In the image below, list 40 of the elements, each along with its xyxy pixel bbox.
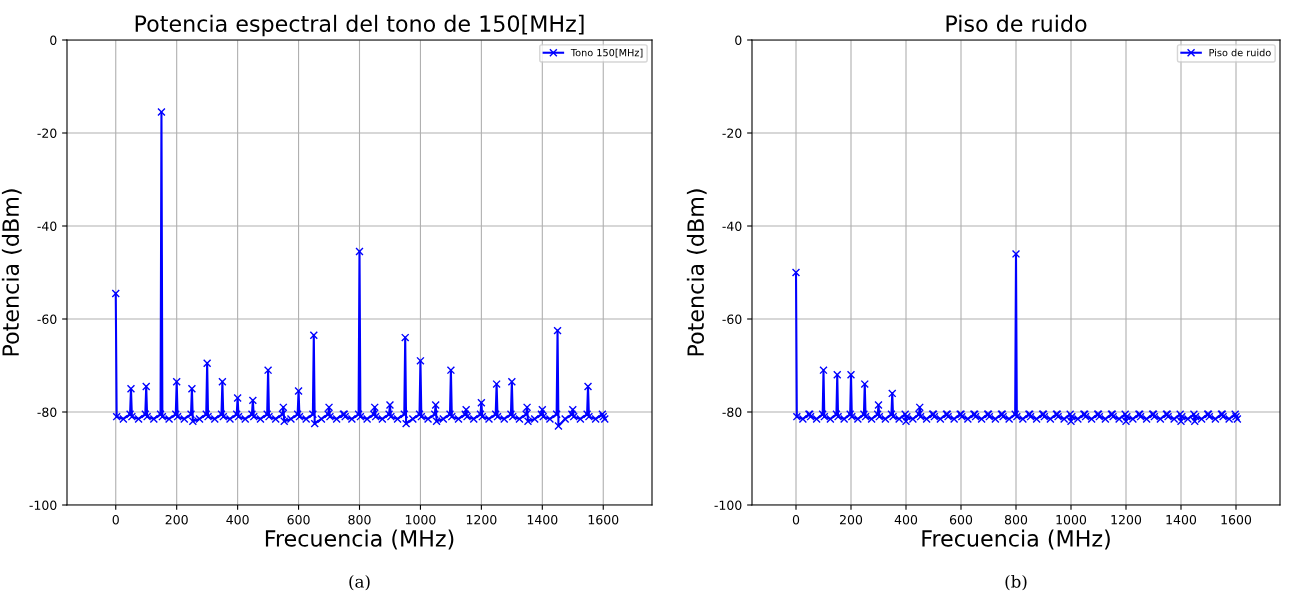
y-axis-title: Potencia (dBm) <box>1 189 22 356</box>
y-tick-label: -100 <box>714 500 742 510</box>
x-tick-label: 0 <box>112 514 119 525</box>
x-tick-label: 1600 <box>588 514 619 525</box>
y-tick-label: -20 <box>722 128 742 138</box>
x-tick-label: 400 <box>894 514 918 525</box>
chart-title: Potencia espectral del tono de 150[MHz] <box>135 14 584 37</box>
x-tick-label: 0 <box>792 514 800 525</box>
y-tick-label: -40 <box>37 221 57 231</box>
y-axis-title: Potencia (dBm) <box>686 189 707 356</box>
y-tick-label: -60 <box>37 314 57 324</box>
x-tick-label: 800 <box>348 514 371 525</box>
x-tick-label: 800 <box>1004 514 1028 525</box>
y-tick-label: -60 <box>722 314 742 324</box>
text: (a) <box>349 574 370 591</box>
x-tick-label: 600 <box>287 514 310 525</box>
text: (b) <box>1005 574 1027 591</box>
chart-title: Piso de ruido <box>946 14 1087 32</box>
x-axis-title: Frecuencia (MHz) <box>265 529 454 550</box>
y-tick-label: 0 <box>50 35 57 45</box>
x-tick-label: 400 <box>226 514 249 525</box>
x-tick-label: 1600 <box>1221 514 1252 525</box>
legend-label: Tono 150[MHz] <box>570 48 643 58</box>
x-axis-title: Frecuencia (MHz) <box>922 529 1110 550</box>
x-tick-label: 1200 <box>466 514 497 525</box>
x-tick-label: 1000 <box>1056 514 1087 525</box>
x-tick-label: 1000 <box>405 514 436 525</box>
x-tick-label: 1400 <box>1166 514 1197 525</box>
y-tick-label: 0 <box>735 35 742 45</box>
x-tick-label: 200 <box>839 514 863 525</box>
x-tick-label: 1200 <box>1111 514 1142 525</box>
y-tick-label: -80 <box>37 407 57 417</box>
legend-label: Piso de ruido <box>1209 48 1271 57</box>
y-tick-label: -80 <box>722 407 742 417</box>
y-tick-label: -20 <box>37 128 57 138</box>
x-tick-label: 600 <box>949 514 973 525</box>
x-tick-label: 1400 <box>527 514 558 525</box>
y-tick-label: -40 <box>722 221 742 231</box>
y-tick-label: -100 <box>29 500 57 510</box>
x-tick-label: 200 <box>165 514 188 525</box>
